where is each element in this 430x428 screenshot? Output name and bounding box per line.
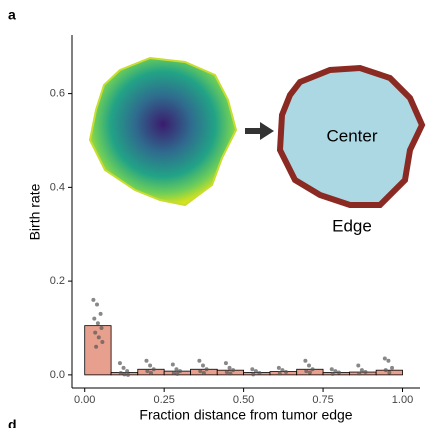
data-point xyxy=(307,370,312,375)
data-point xyxy=(382,356,387,361)
data-point xyxy=(304,369,309,374)
y-tick-label: 0.4 xyxy=(50,181,65,193)
x-tick-label: 0.00 xyxy=(74,394,95,406)
data-point xyxy=(356,363,361,368)
next-panel-label: d xyxy=(8,417,17,428)
data-point xyxy=(95,302,100,307)
data-point xyxy=(148,370,153,375)
data-point xyxy=(94,344,99,349)
data-point xyxy=(257,370,262,375)
data-point xyxy=(329,367,334,372)
data-point xyxy=(251,372,256,377)
panel-label: a xyxy=(8,7,16,23)
data-point xyxy=(359,368,364,373)
data-point xyxy=(227,365,232,370)
bar xyxy=(269,371,298,376)
data-point xyxy=(231,368,236,373)
data-point xyxy=(303,358,308,363)
data-point xyxy=(148,363,153,368)
data-point xyxy=(151,367,156,372)
tumor-image: Center Edge xyxy=(88,56,426,235)
data-point xyxy=(201,370,206,375)
inset-label: Center xyxy=(326,126,377,145)
data-point xyxy=(390,365,395,370)
data-point xyxy=(383,368,388,373)
data-point xyxy=(224,370,229,375)
inset-label: Edge xyxy=(332,216,372,235)
data-point xyxy=(170,362,175,367)
data-point xyxy=(250,367,255,372)
x-tick-label: 0.50 xyxy=(233,394,254,406)
data-point xyxy=(276,365,281,370)
bar xyxy=(84,325,112,376)
data-point xyxy=(93,330,98,335)
data-point xyxy=(122,372,127,377)
data-point xyxy=(178,369,183,374)
y-tick-label: 0.0 xyxy=(50,369,65,381)
x-tick-label: 0.75 xyxy=(312,394,333,406)
data-point xyxy=(95,321,100,326)
data-point xyxy=(253,369,258,374)
data-point xyxy=(144,358,149,363)
data-point xyxy=(357,371,362,376)
data-point xyxy=(363,370,368,375)
tumor-regions xyxy=(276,64,426,208)
bar xyxy=(349,371,377,376)
data-point xyxy=(386,358,391,363)
data-point xyxy=(284,370,289,375)
y-tick-label: 0.2 xyxy=(50,275,65,287)
data-point xyxy=(330,371,335,376)
data-point xyxy=(117,361,122,366)
data-point xyxy=(277,371,282,376)
tumor-birth-rate xyxy=(88,56,238,207)
data-point xyxy=(96,335,101,340)
data-point xyxy=(91,297,96,302)
x-tick-label: 0.25 xyxy=(153,394,174,406)
data-point xyxy=(228,371,233,376)
data-point xyxy=(333,369,338,374)
x-axis-title: Fraction distance from tumor edge xyxy=(139,407,352,423)
data-point xyxy=(336,370,341,375)
data-point xyxy=(280,368,285,373)
data-point xyxy=(174,367,179,372)
data-point xyxy=(92,316,97,321)
data-point xyxy=(200,363,205,368)
data-point xyxy=(198,369,203,374)
data-point xyxy=(197,358,202,363)
data-point xyxy=(118,370,123,375)
data-point xyxy=(125,369,130,374)
x-tick-label: 1.00 xyxy=(392,394,413,406)
data-point xyxy=(126,372,131,377)
y-axis-title: Birth rate xyxy=(27,183,43,240)
data-point xyxy=(121,365,126,370)
data-point xyxy=(171,370,176,375)
data-point xyxy=(175,371,180,376)
data-point xyxy=(100,340,105,345)
y-tick-label: 0.6 xyxy=(50,88,65,100)
arrow-head xyxy=(260,122,274,140)
data-point xyxy=(99,325,104,330)
data-point xyxy=(98,311,103,316)
data-point xyxy=(204,367,209,372)
data-point xyxy=(223,361,228,366)
data-point xyxy=(306,363,311,368)
data-point xyxy=(387,370,392,375)
data-point xyxy=(145,369,150,374)
data-point xyxy=(310,367,315,372)
